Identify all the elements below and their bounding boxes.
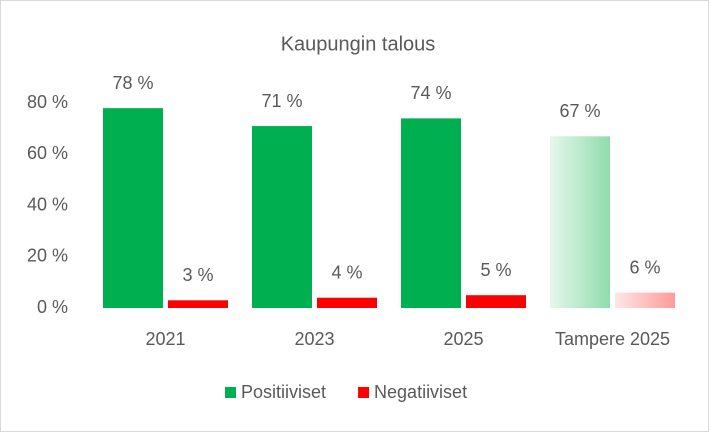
y-tick-label: 40 %: [27, 194, 68, 214]
y-tick-label: 80 %: [27, 92, 68, 112]
bar: [615, 292, 675, 308]
legend-swatch: [358, 387, 370, 398]
value-label: 4 %: [331, 263, 362, 283]
chart-title: Kaupungin talous: [281, 33, 436, 55]
y-tick-label: 0 %: [37, 297, 68, 317]
bar: [317, 297, 377, 308]
x-tick-label: Tampere 2025: [555, 329, 670, 349]
value-label: 78 %: [112, 73, 153, 93]
x-tick-label: 2021: [145, 329, 185, 349]
value-label: 67 %: [559, 101, 600, 121]
bar: [466, 295, 526, 308]
bar: [168, 300, 228, 308]
bar: [401, 118, 461, 308]
bar: [550, 136, 610, 308]
value-label: 5 %: [480, 260, 511, 280]
y-tick-label: 60 %: [27, 143, 68, 163]
value-label: 6 %: [629, 257, 660, 277]
value-label: 3 %: [182, 265, 213, 285]
value-label: 74 %: [410, 83, 451, 103]
x-tick-label: 2023: [294, 329, 334, 349]
y-tick-label: 20 %: [27, 246, 68, 266]
legend-label: Negatiiviset: [374, 382, 467, 402]
bar: [252, 126, 312, 308]
bar: [103, 108, 163, 308]
legend-label: Positiiviset: [241, 382, 326, 402]
legend-swatch: [225, 387, 236, 398]
value-label: 71 %: [261, 91, 302, 111]
x-tick-label: 2025: [443, 329, 483, 349]
